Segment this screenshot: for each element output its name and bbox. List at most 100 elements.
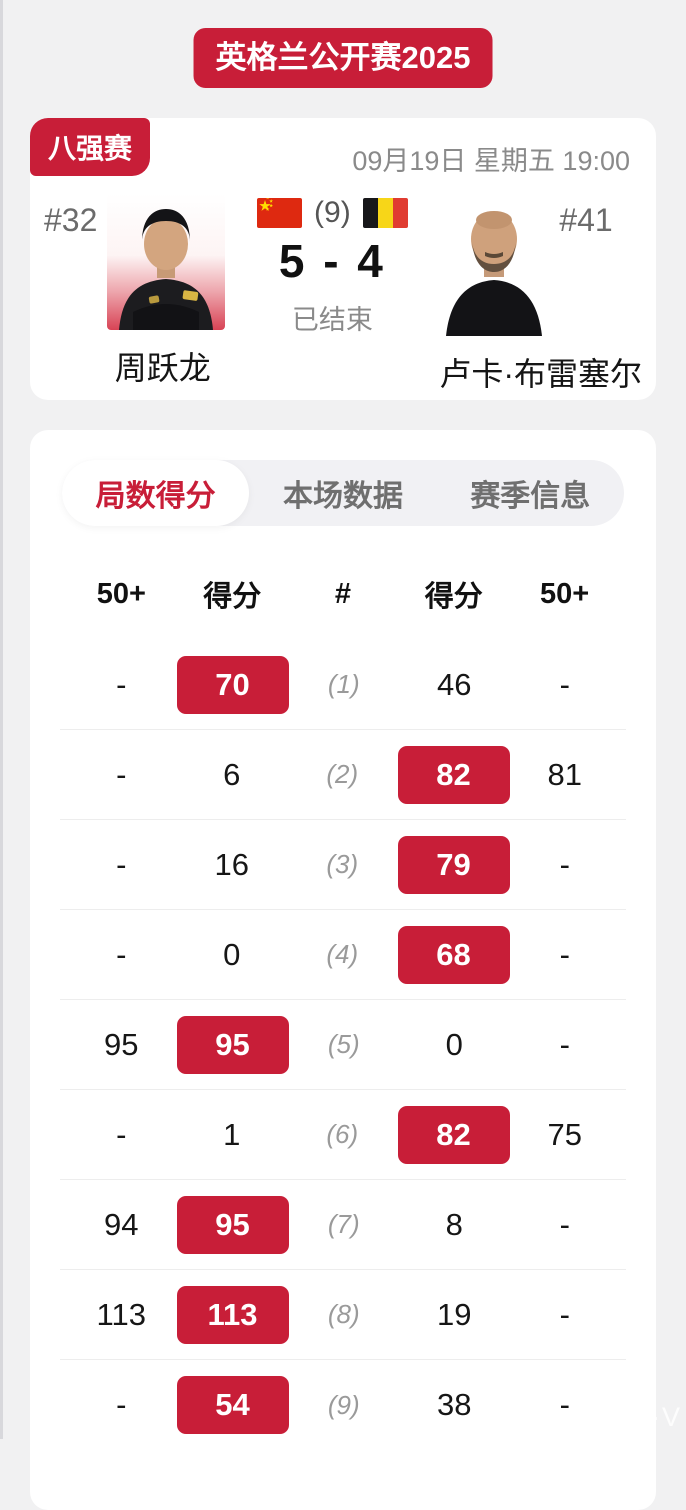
p2-high-break: - <box>559 666 570 702</box>
p1-high-break: - <box>116 936 127 972</box>
p2-score-value: 46 <box>437 666 472 702</box>
p2-frame-score: 38 <box>399 1387 510 1423</box>
p1-high-break: - <box>116 1387 127 1422</box>
p1-high-break: - <box>116 846 127 882</box>
p2-high-break: - <box>559 1296 570 1332</box>
p2-high-break: - <box>559 846 570 882</box>
p2-frame-score: 82 <box>397 1105 510 1164</box>
frame-number: (3) <box>326 849 359 879</box>
p1-score-value: 113 <box>176 1285 289 1344</box>
p1-frame-score: 70 <box>176 655 289 714</box>
p1-high-break: 95 <box>104 1026 139 1062</box>
col-header-p1-50plus: 50+ <box>96 577 146 610</box>
p2-high-break: - <box>559 1387 570 1422</box>
match-card: 八强赛 09月19日 星期五 19:00 #32 <box>30 118 656 400</box>
screen-edge-strip <box>0 0 3 1439</box>
frame-row: 113 113 (8) 19 - <box>60 1270 626 1360</box>
frame-number: (7) <box>327 1209 360 1239</box>
col-header-p1-score: 得分 <box>203 581 262 613</box>
p2-high-break: 81 <box>547 756 582 792</box>
tab-season-info[interactable]: 赛季信息 <box>470 480 591 513</box>
col-header-frame-number: # <box>334 577 352 610</box>
p2-frame-score: 0 <box>399 1027 510 1063</box>
frame-row: - 1 (6) 82 75 <box>60 1090 626 1180</box>
best-of-frames: (9) <box>314 196 351 229</box>
china-flag-icon <box>257 198 303 228</box>
tournament-title-badge: 英格兰公开赛2025 <box>193 28 493 88</box>
p2-high-break: - <box>559 1206 570 1242</box>
frame-row: - 16 (3) 79 - <box>60 820 626 910</box>
p1-frame-score: 54 <box>176 1376 289 1434</box>
p1-score-value: 95 <box>176 1015 289 1074</box>
p1-score-value: 70 <box>176 655 289 714</box>
frame-row: - 54 (9) 38 - <box>60 1360 626 1450</box>
frame-number: (6) <box>326 1119 359 1149</box>
match-status: 已结束 <box>291 305 373 335</box>
p1-frame-score: 1 <box>177 1117 288 1153</box>
stage-badge: 八强赛 <box>30 118 151 176</box>
score-block: (9) 5 - 4 已结束 <box>225 194 439 337</box>
p1-frame-score: 95 <box>176 1195 289 1254</box>
tab-frame-scores[interactable]: 局数得分 <box>62 460 250 526</box>
match-body: #32 <box>44 194 642 395</box>
p1-frame-score: 6 <box>177 757 288 793</box>
frame-number: (1) <box>327 669 360 699</box>
p1-score-value: 16 <box>214 846 249 882</box>
p2-high-break: - <box>559 1026 570 1062</box>
player2-rank: #41 <box>559 202 613 238</box>
p1-high-break: 113 <box>96 1296 146 1332</box>
frame-row: 94 95 (7) 8 - <box>60 1180 626 1270</box>
p1-score-value: 54 <box>176 1376 289 1434</box>
p2-score-value: 68 <box>397 925 510 984</box>
match-datetime: 09月19日 星期五 19:00 <box>352 146 630 176</box>
tab-bar: 局数得分 本场数据 赛季信息 <box>62 460 624 526</box>
match-score: 5 - 4 <box>278 235 386 287</box>
stats-card: 局数得分 本场数据 赛季信息 50+ 得分 # 得分 50+ - 70 (1) … <box>30 430 656 1510</box>
p2-score-value: 0 <box>445 1026 463 1062</box>
p1-score-value: 0 <box>223 936 241 972</box>
p2-score-value: 38 <box>437 1387 472 1422</box>
player1-avatar <box>107 194 226 335</box>
p1-score-value: 6 <box>223 756 241 792</box>
p2-score-value: 8 <box>445 1206 463 1242</box>
p2-frame-score: 79 <box>397 835 510 894</box>
frame-number: (9) <box>327 1389 360 1420</box>
player2-name: 卢卡·布雷塞尔 <box>439 356 642 392</box>
tab-match-stats[interactable]: 本场数据 <box>282 480 403 513</box>
p1-frame-score: 95 <box>176 1015 289 1074</box>
frame-row: - 70 (1) 46 - <box>60 640 626 730</box>
p1-high-break: 94 <box>104 1206 139 1242</box>
p2-frame-score: 46 <box>399 667 510 703</box>
p2-frame-score: 8 <box>399 1207 510 1243</box>
player1-rank: #32 <box>44 202 98 238</box>
player2-avatar <box>439 194 550 341</box>
p2-high-break: - <box>559 936 570 972</box>
p1-score-value: 95 <box>176 1195 289 1254</box>
tournament-title: 英格兰公开赛2025 <box>215 40 471 75</box>
frame-table-header: 50+ 得分 # 得分 50+ <box>30 526 656 640</box>
p1-score-value: 1 <box>223 1116 241 1152</box>
frame-row: - 0 (4) 68 - <box>60 910 626 1000</box>
frame-row: - 6 (2) 82 81 <box>60 730 626 820</box>
p1-frame-score: 16 <box>177 847 288 883</box>
p2-frame-score: 19 <box>399 1297 510 1333</box>
frame-number: (8) <box>327 1299 360 1329</box>
p2-score-value: 82 <box>397 1105 510 1164</box>
belgium-flag-icon <box>362 198 408 228</box>
p1-high-break: - <box>116 1116 127 1152</box>
player1-name: 周跃龙 <box>114 350 211 386</box>
p1-frame-score: 0 <box>177 937 288 973</box>
p2-frame-score: 68 <box>397 925 510 984</box>
col-header-p2-score: 得分 <box>424 581 483 613</box>
p2-frame-score: 82 <box>397 745 510 804</box>
p1-high-break: - <box>116 756 127 792</box>
player1-block: #32 <box>44 194 226 389</box>
col-header-p2-50plus: 50+ <box>539 577 590 610</box>
player2-block: #41 卢卡·布雷塞尔 <box>439 194 642 395</box>
p2-score-value: 19 <box>437 1296 472 1332</box>
p2-high-break: 75 <box>547 1116 582 1152</box>
frame-number: (5) <box>327 1029 360 1059</box>
p1-frame-score: 113 <box>176 1285 289 1344</box>
frame-number: (4) <box>326 939 359 969</box>
frame-row: 95 95 (5) 0 - <box>60 1000 626 1090</box>
